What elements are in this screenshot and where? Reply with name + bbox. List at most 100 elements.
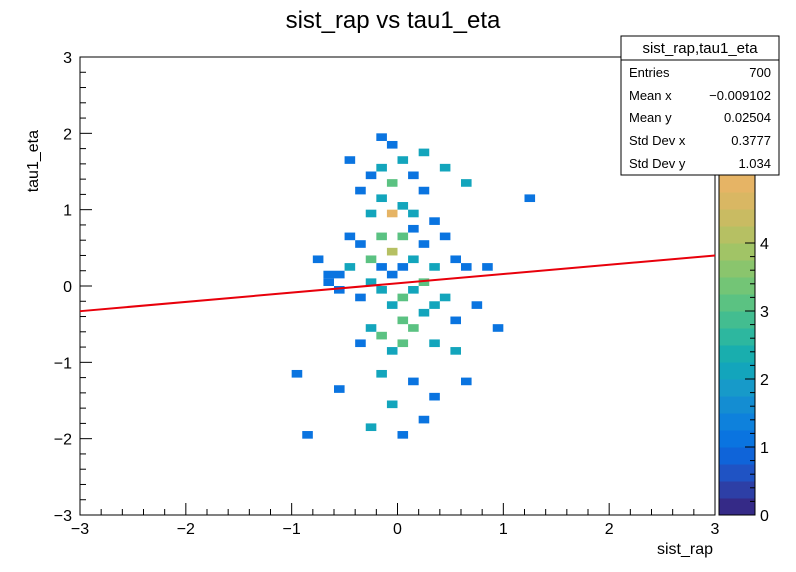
histogram-bin [397, 263, 409, 271]
x-tick-label: 0 [393, 521, 402, 538]
histogram-bin [429, 392, 440, 401]
histogram-bin [439, 232, 451, 241]
histogram-bin [450, 347, 461, 355]
histogram-bin [429, 339, 440, 348]
histogram-bin [291, 369, 303, 378]
colorbar-segment [719, 464, 755, 482]
stats-stddev-y-label: Std Dev y [629, 156, 686, 171]
y-tick-label: 1 [63, 203, 72, 220]
histogram-bin [365, 324, 377, 332]
colorbar-segment [719, 379, 755, 397]
stats-box-frame [620, 35, 780, 176]
stats-stddev-y-value: 1.034 [738, 156, 771, 171]
x-axis-label: sist_rap [657, 541, 713, 558]
stats-stddev-x-label: Std Dev x [629, 133, 686, 148]
histogram-bin [323, 278, 334, 286]
colorbar-segment [719, 362, 755, 380]
histogram-bin [376, 163, 387, 172]
stats-mean-y-label: Mean y [629, 110, 672, 125]
colorbar-tick-label: 4 [760, 236, 769, 253]
histogram-bin [365, 278, 377, 286]
color-scale-bar [718, 174, 756, 516]
histogram-bin [376, 263, 387, 271]
histogram-bin [386, 400, 398, 409]
colorbar-segment [719, 243, 755, 261]
histogram-bin [386, 301, 398, 309]
histogram-bin [408, 286, 419, 294]
colorbar-tick-label: 2 [760, 372, 769, 389]
histogram-bin [450, 255, 461, 264]
y-tick-label: 3 [63, 50, 72, 67]
y-axis-label: tau1_eta [25, 130, 42, 192]
histogram-bin [397, 232, 409, 241]
histogram-bin [461, 377, 472, 386]
histogram-bin [397, 293, 409, 302]
colorbar-segment [719, 175, 755, 193]
histogram-bin [323, 270, 334, 279]
colorbar-segment [719, 447, 755, 465]
histogram-bin [418, 186, 430, 195]
y-tick-label: 2 [63, 126, 72, 143]
histogram-bin [365, 171, 377, 180]
histogram-bin [344, 156, 356, 164]
histogram-bin [408, 209, 419, 218]
stats-entries-value: 700 [749, 65, 771, 80]
x-tick-label: −2 [177, 521, 195, 538]
histogram-bin [355, 339, 366, 348]
histogram-bin [376, 194, 387, 203]
histogram-bin [461, 263, 472, 271]
stats-box: sist_rap,tau1_eta Entries 700 Mean x −0.… [620, 35, 780, 176]
histogram-bin [386, 140, 398, 149]
y-tick-label: −2 [54, 432, 72, 449]
histogram-bin [386, 270, 398, 279]
histogram-bin [450, 316, 461, 325]
x-tick-label: −3 [71, 521, 89, 538]
histogram-bin [365, 255, 377, 264]
histogram-bin [334, 286, 345, 294]
stats-mean-x-value: −0.009102 [709, 88, 771, 103]
histogram-bin [439, 163, 451, 172]
histogram-bin [355, 240, 366, 248]
histogram-bin [418, 240, 430, 248]
colorbar-segment [719, 209, 755, 227]
stats-stddev-x-value: 0.3777 [731, 133, 771, 148]
histogram-bin [386, 179, 398, 187]
histogram-bin [408, 377, 419, 386]
colorbar-segment [719, 192, 755, 210]
histogram-bin [461, 179, 472, 187]
histogram-bin [344, 263, 356, 271]
histogram-bin [386, 247, 398, 256]
colorbar-segment [719, 430, 755, 448]
histogram-bin [408, 255, 419, 264]
stats-mean-y-value: 0.02504 [724, 110, 771, 125]
histogram-bin [418, 148, 430, 157]
histogram-bin [408, 224, 419, 233]
histogram-bin [471, 301, 483, 309]
stats-mean-x-label: Mean x [629, 88, 672, 103]
histogram-bin [386, 347, 398, 355]
colorbar-tick-labels: 0 1 2 3 4 [760, 236, 769, 525]
x-tick-labels: −3 −2 −1 0 1 2 3 [71, 521, 720, 538]
histogram-bin [418, 415, 430, 424]
histogram-bin [418, 308, 430, 317]
colorbar-segment [719, 260, 755, 278]
histogram-bin [386, 209, 398, 218]
histogram-bin [376, 331, 387, 340]
colorbar-segment [719, 277, 755, 295]
colorbar-segment [719, 396, 755, 414]
histogram-bin [312, 255, 324, 264]
colorbar-segment [719, 498, 755, 516]
colorbar-segment [719, 226, 755, 244]
plot-frame [79, 56, 716, 516]
histogram-bin [355, 293, 366, 302]
histogram-bin [524, 194, 536, 203]
y-tick-label: −1 [54, 355, 72, 372]
histogram-bins [291, 133, 536, 439]
histogram-bin [376, 232, 387, 241]
x-tick-label: −1 [283, 521, 301, 538]
x-tick-label: 2 [605, 521, 614, 538]
histogram-bin [482, 263, 493, 271]
histogram-bin [344, 232, 356, 241]
histogram-bin [397, 316, 409, 325]
